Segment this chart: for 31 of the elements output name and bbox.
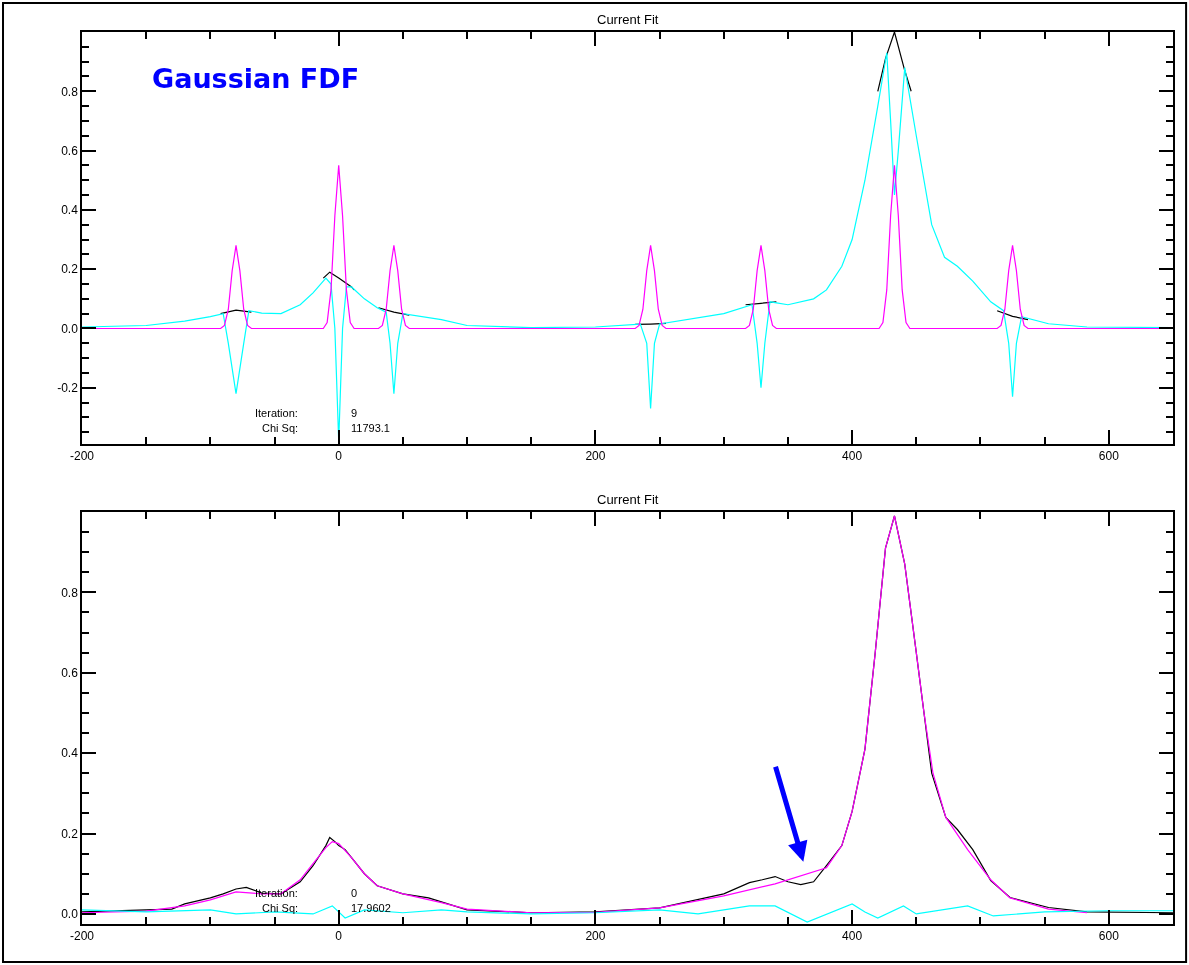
annotation: Iteration: xyxy=(255,407,298,419)
y-tick-label: 0.6 xyxy=(61,143,79,158)
x-tick-label: 200 xyxy=(585,449,606,464)
x-tick-label: 200 xyxy=(585,929,606,944)
x-tick-label: 0 xyxy=(335,449,343,464)
annotation: 17.9602 xyxy=(351,902,391,914)
y-tick-label: 0.4 xyxy=(61,203,79,218)
annotation: Gaussian FDF xyxy=(152,63,360,94)
y-tick-label: 0.8 xyxy=(61,585,79,600)
annotation: 0 xyxy=(351,887,358,899)
annotation: 9 xyxy=(351,407,358,419)
annotation: Chi Sq: xyxy=(262,422,299,434)
x-tick-label: 400 xyxy=(842,929,863,944)
y-tick-label: 0.0 xyxy=(61,321,79,336)
x-tick-label: 400 xyxy=(842,449,863,464)
x-tick-label: -200 xyxy=(69,929,95,944)
x-tick-label: 600 xyxy=(1098,449,1120,464)
y-tick-label: 0.2 xyxy=(61,262,79,277)
y-tick-label: 0.2 xyxy=(61,826,79,841)
annotation: 11793.1 xyxy=(351,422,390,434)
y-tick-label: 0.8 xyxy=(61,84,79,99)
x-tick-label: 600 xyxy=(1098,929,1120,944)
x-tick-label: -200 xyxy=(69,449,95,464)
y-tick-label: 0.0 xyxy=(61,907,79,922)
chart-title: Current Fit xyxy=(597,12,659,27)
annotation: Chi Sq: xyxy=(262,902,299,914)
x-tick-label: 0 xyxy=(335,929,343,944)
y-tick-label: 0.6 xyxy=(61,665,79,680)
y-tick-label: -0.2 xyxy=(57,380,79,395)
chart-title: Current Fit xyxy=(597,492,659,507)
y-tick-label: 0.4 xyxy=(61,746,79,761)
